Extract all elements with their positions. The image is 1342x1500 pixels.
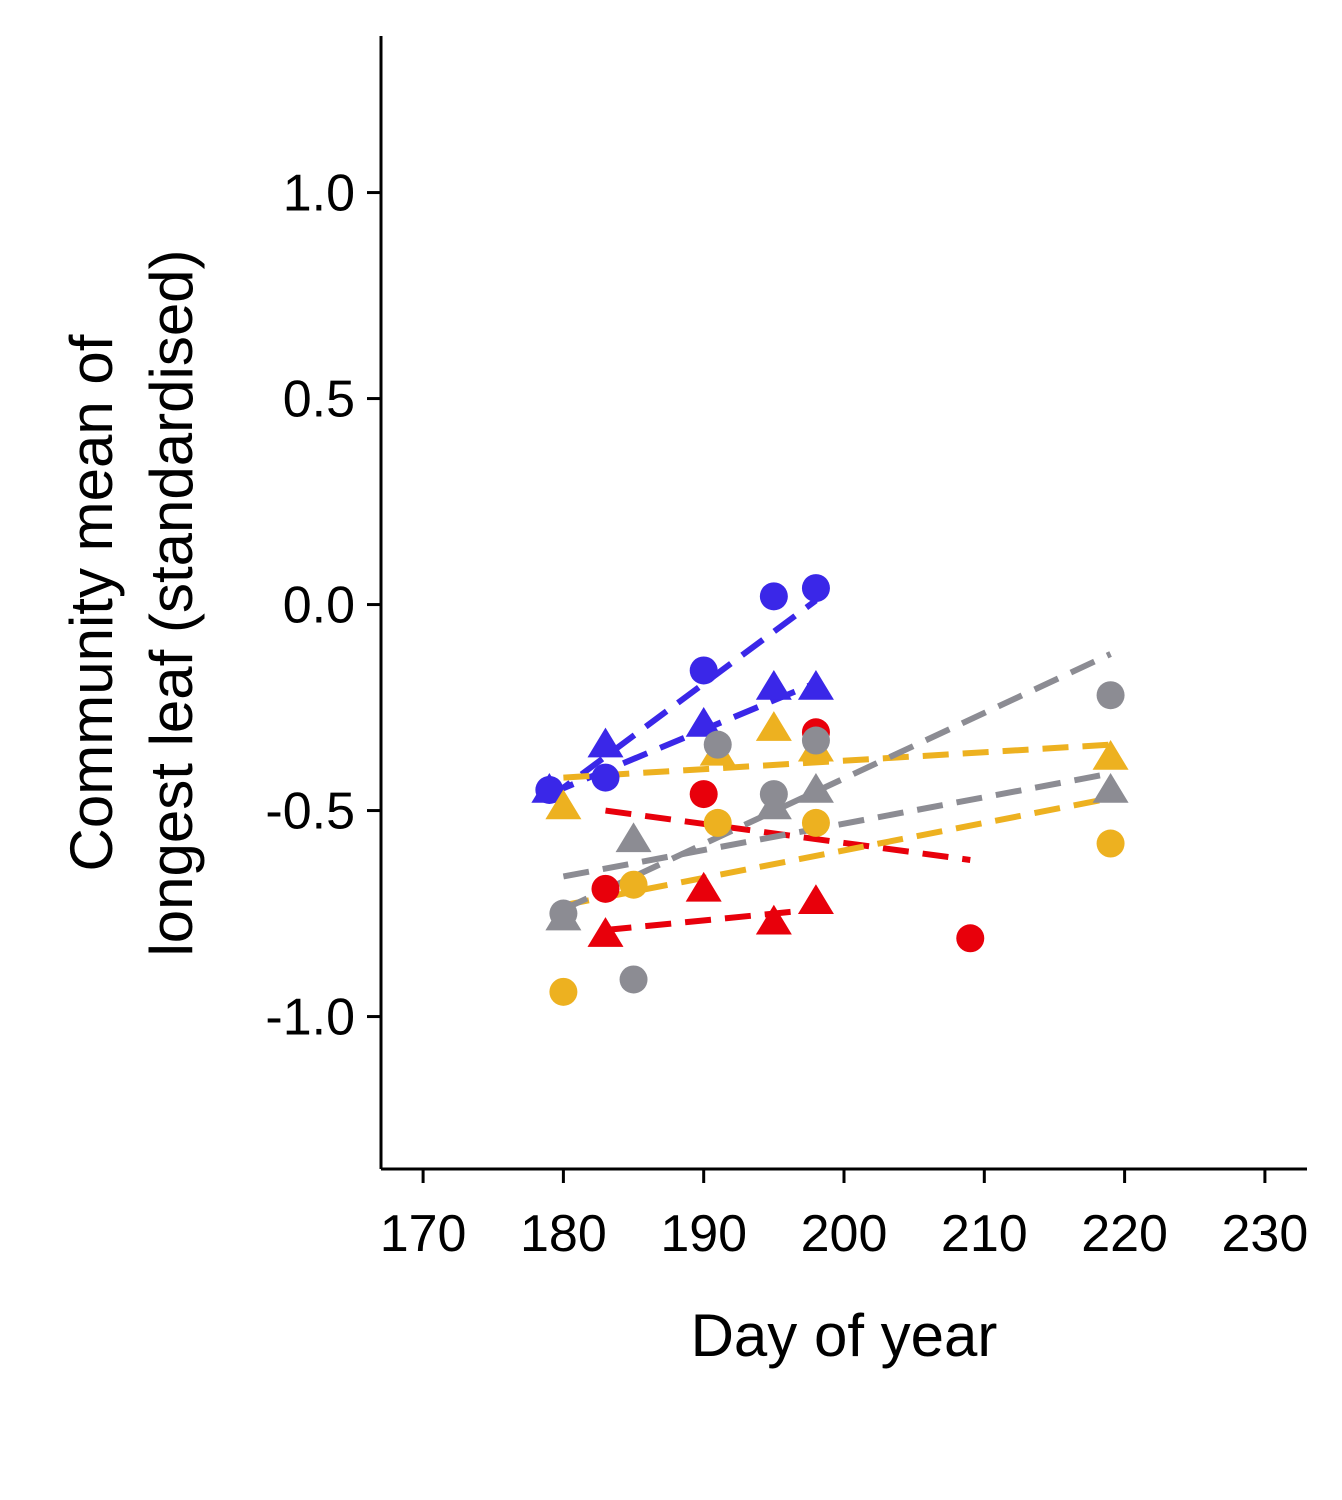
data-point-triangle (797, 669, 834, 700)
x-tick-label: 220 (1081, 1205, 1168, 1263)
data-point-circle (619, 870, 648, 899)
data-point-triangle (755, 789, 792, 820)
data-point-circle (619, 965, 648, 994)
y-tick-label: 0.0 (283, 577, 355, 635)
data-point-triangle (755, 669, 792, 700)
data-point-circle (549, 977, 578, 1006)
data-point-circle (801, 808, 830, 837)
x-tick-label: 170 (380, 1205, 467, 1263)
data-point-triangle (1092, 772, 1129, 803)
y-axis-title-line-2: longest leaf (standardised) (138, 249, 205, 956)
data-point-circle (591, 763, 620, 792)
data-point-circle (703, 808, 732, 837)
x-ticks: 170 180 190 200 210 220 230 (380, 1169, 1309, 1263)
data-point-triangle (685, 707, 722, 737)
y-tick-label: 1.0 (283, 165, 355, 223)
data-point-triangle (545, 789, 582, 820)
data-point-triangle (587, 917, 624, 947)
data-point-circle (689, 780, 718, 809)
x-tick-label: 200 (801, 1205, 888, 1263)
data-point-triangle (797, 772, 834, 803)
y-tick-label: 0.5 (283, 371, 355, 429)
x-axis-title: Day of year (691, 1302, 998, 1369)
y-tick-label: -0.5 (265, 783, 355, 841)
data-point-triangle (685, 871, 722, 902)
trend-line (605, 906, 817, 934)
data-point-triangle (755, 711, 792, 741)
x-tick-label: 180 (520, 1205, 607, 1263)
trend-line (562, 770, 1112, 880)
data-point-circle (801, 726, 830, 755)
data-point-circle (703, 730, 732, 759)
trend-line (605, 807, 971, 863)
data-point-triangle (545, 900, 582, 931)
data-point-circle (956, 924, 985, 953)
data-point-triangle (615, 822, 652, 853)
x-tick-label: 190 (660, 1205, 747, 1263)
data-point-circle (689, 656, 718, 685)
x-tick-label: 210 (941, 1205, 1028, 1263)
data-point-circle (1096, 681, 1125, 710)
data-point-triangle (797, 884, 834, 914)
y-axis-title-line-1: Community mean of (58, 334, 125, 871)
trend-line (547, 598, 818, 801)
data-point-triangle (587, 727, 624, 758)
y-ticks: 1.0 0.5 0.0 -0.5 -1.0 (265, 165, 381, 1047)
data-point-circle (759, 582, 788, 611)
y-tick-label: -1.0 (265, 989, 355, 1047)
trend-line (562, 795, 1112, 909)
data-point-circle (1096, 829, 1125, 858)
data-point-triangle (531, 772, 568, 803)
data-point-triangle (1092, 740, 1129, 770)
trend-line (563, 741, 1111, 781)
data-point-circle (591, 874, 620, 903)
data-point-triangle (755, 904, 792, 935)
plot-area (531, 574, 1129, 1006)
trend-line (562, 651, 1112, 913)
data-point-circle (801, 574, 830, 603)
x-tick-label: 230 (1222, 1205, 1309, 1263)
